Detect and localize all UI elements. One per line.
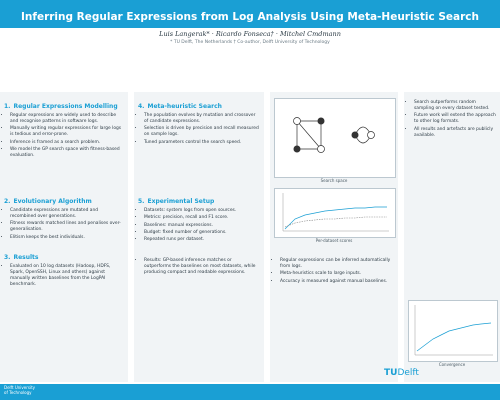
- footer-line-2: of Technology: [4, 390, 32, 395]
- section-number: 4.: [138, 103, 145, 110]
- body-line: Evaluated on 10 log datasets (Hadoop, HD…: [10, 264, 124, 288]
- body-line: Future work will extend the approach to …: [414, 113, 496, 125]
- body-line: Fitness rewards matched lines and penali…: [10, 221, 124, 233]
- section-body-4: The population evolves by mutation and c…: [138, 113, 260, 147]
- section-title-1: 1. Regular Expressions Modelling: [4, 103, 118, 110]
- section-title-2: 2. Evolutionary Algorithm: [4, 198, 92, 205]
- poster-footer: [0, 384, 500, 400]
- section-body-7: Regular expressions can be inferred auto…: [274, 258, 394, 286]
- chart-box-2: [408, 300, 498, 362]
- figure-caption-3: Convergence: [438, 362, 466, 367]
- diagram-edges: [296, 120, 372, 150]
- section-heading: Experimental Setup: [147, 198, 215, 205]
- panel-column-1: [0, 92, 128, 382]
- body-line: Inference is framed as a search problem.: [10, 140, 124, 146]
- section-heading: Results: [13, 254, 39, 261]
- poster-header: Inferring Regular Expressions from Log A…: [0, 0, 500, 48]
- footer-line-1: Delft University: [4, 385, 36, 390]
- section-heading: Evolutionary Algorithm: [13, 198, 92, 205]
- body-line: Manually writing regular expressions for…: [10, 126, 124, 138]
- body-line: Search outperforms random sampling on ev…: [414, 100, 496, 112]
- body-line: We model the GP search space with fitnes…: [10, 147, 124, 159]
- body-line: Datasets: system logs from open sources.: [144, 208, 260, 214]
- section-heading: Regular Expressions Modelling: [13, 103, 118, 110]
- section-number: 2.: [4, 198, 11, 205]
- section-body-3: Evaluated on 10 log datasets (Hadoop, HD…: [4, 264, 124, 290]
- section-title-5: 5. Experimental Setup: [138, 198, 214, 205]
- section-body-1: Regular expressions are widely used to d…: [4, 113, 124, 160]
- body-line: All results and artefacts are publicly a…: [414, 127, 496, 139]
- body-line: Metrics: precision, recall and F1 score.: [144, 215, 260, 221]
- tudelft-logo: TUDelft: [384, 368, 419, 378]
- poster-authors: Luis Langerak* · Ricardo Fonseca† · Mitc…: [159, 30, 341, 38]
- section-body-2: Candidate expressions are mutated and re…: [4, 208, 124, 242]
- body-line: Baselines: manual expressions.: [144, 223, 260, 229]
- section-number: 1.: [4, 103, 11, 110]
- baseline-series-line: [284, 216, 387, 228]
- header-top-bar: [0, 0, 500, 6]
- footer-institution: Delft University of Technology: [4, 385, 35, 395]
- section-title-3: 3. Results: [4, 254, 39, 261]
- logo-tu: TU: [384, 368, 398, 378]
- figure-caption-2: Per-dataset scores: [315, 238, 353, 243]
- state-diagram: [293, 117, 375, 153]
- section-number: 5.: [138, 198, 145, 205]
- chart-box-1: [274, 188, 396, 238]
- figure-caption-1: Search space: [320, 178, 348, 183]
- section-heading: Meta-heuristic Search: [147, 103, 222, 110]
- section-title-4: 4. Meta-heuristic Search: [138, 103, 222, 110]
- body-line: Regular expressions are widely used to d…: [10, 113, 124, 125]
- convergence-chart: [414, 305, 493, 356]
- score-chart: [282, 193, 389, 232]
- body-line: Regular expressions can be inferred auto…: [280, 258, 394, 270]
- section-body-8: Search outperforms random sampling on ev…: [408, 100, 496, 140]
- body-line: Candidate expressions are mutated and re…: [10, 208, 124, 220]
- body-line: Meta-heuristics scale to large inputs.: [280, 271, 394, 277]
- diagram-nodes: [293, 117, 375, 153]
- section-body-5: Datasets: system logs from open sources.…: [138, 208, 260, 244]
- poster-title: Inferring Regular Expressions from Log A…: [0, 6, 500, 28]
- poster-affiliation: * TU Delft, The Netherlands † Co-author,…: [170, 40, 330, 45]
- body-line: Repeated runs per dataset.: [144, 237, 260, 243]
- section-number: 3.: [4, 254, 11, 261]
- convergence-line: [416, 322, 492, 352]
- body-line: Results: GP-based inference matches or o…: [144, 258, 260, 276]
- logo-delft: Delft: [397, 368, 419, 378]
- body-line: Budget: fixed number of generations.: [144, 230, 260, 236]
- score-series-line: [284, 206, 387, 230]
- panel-column-2: [134, 92, 264, 382]
- body-line: Selection is driven by precision and rec…: [144, 126, 260, 138]
- body-line: The population evolves by mutation and c…: [144, 113, 260, 125]
- body-line: Elitism keeps the best individuals.: [10, 235, 124, 241]
- body-line: Tuned parameters control the search spee…: [144, 140, 260, 146]
- body-line: Accuracy is measured against manual base…: [280, 279, 394, 285]
- section-body-6: Results: GP-based inference matches or o…: [138, 258, 260, 277]
- diagram-box: [274, 98, 396, 178]
